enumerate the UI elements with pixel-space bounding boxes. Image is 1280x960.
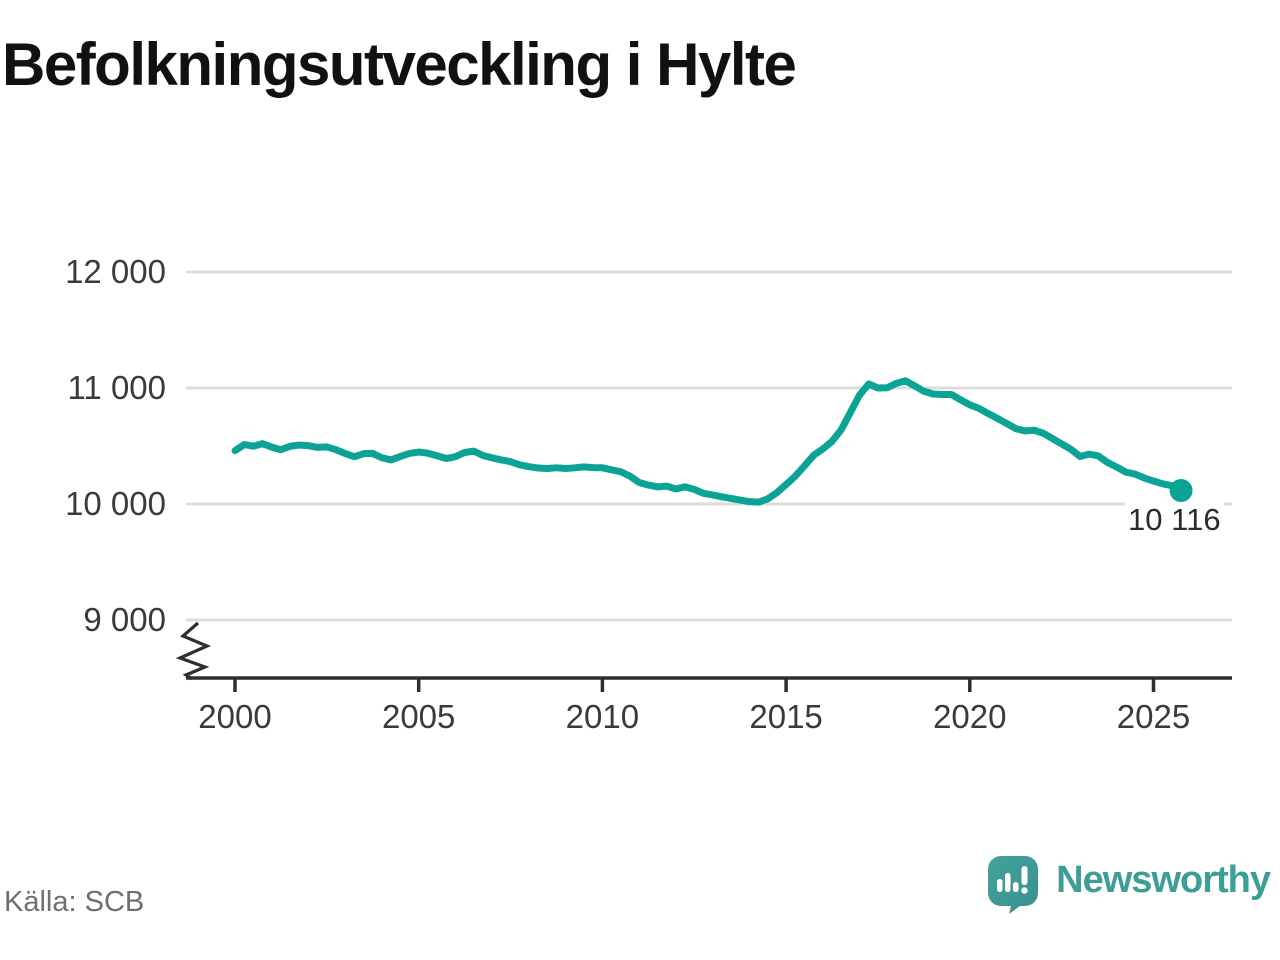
newsworthy-logo-icon (988, 856, 1039, 914)
y-tick-label: 10 000 (65, 485, 166, 522)
chart-title: Befolkningsutveckling i Hylte (2, 31, 797, 98)
newsworthy-wordmark: Newsworthy (1056, 859, 1271, 901)
newsworthy-branding: Newsworthy (988, 856, 1271, 914)
x-tick-label: 2020 (933, 698, 1007, 735)
x-tick-label: 2010 (565, 698, 640, 735)
y-axis-break-mark (175, 621, 212, 681)
y-tick-label: 9 000 (83, 601, 166, 638)
y-tick-label: 11 000 (67, 369, 166, 406)
end-value-label: 10 116 (1125, 501, 1224, 538)
x-tick-label: 2025 (1116, 698, 1191, 735)
x-tick-label: 2000 (198, 698, 272, 735)
end-point-marker (1169, 479, 1193, 503)
x-tick-label: 2015 (749, 698, 823, 735)
y-tick-label: 12 000 (65, 253, 166, 290)
source-label: Källa: SCB (4, 886, 145, 918)
x-tick-label: 2005 (381, 698, 456, 735)
population-line (231, 377, 1185, 506)
